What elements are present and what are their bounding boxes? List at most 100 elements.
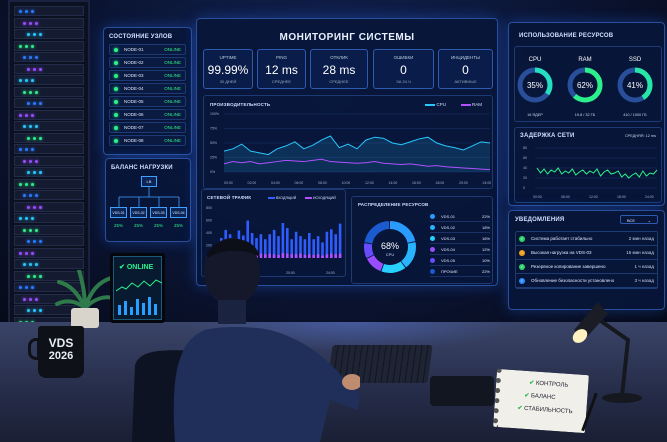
- distribution-legend-item: VDS-02 18%: [430, 222, 490, 233]
- server-unit: [14, 259, 84, 269]
- plant: [55, 270, 115, 328]
- kpi-card: PING 12 ms СРЕДНЕЕ: [257, 49, 306, 89]
- status-led: [39, 309, 42, 312]
- distribution-panel: РАСПРЕДЕЛЕНИЕ РЕСУРСОВ 68% CPU VDS-01 22% V…: [351, 196, 493, 284]
- balance-pct: 25%: [153, 223, 163, 228]
- notification-item[interactable]: i Обновление безопасности установлено 3 ч …: [516, 274, 657, 288]
- server-unit: [14, 178, 84, 189]
- nodes-title: СОСТОЯНИЕ УЗЛОВ: [109, 34, 173, 40]
- status-led: [33, 171, 36, 174]
- outgoing-bar: [338, 253, 342, 258]
- gauge-sub: 16 ЯДЕР: [527, 113, 543, 117]
- load-balance-panel: БАЛАНС НАГРУЗКИ LB VDS-01 25% VDS-02 25% VDS…: [105, 158, 191, 242]
- node-status: ONLINE: [164, 125, 181, 130]
- notifications-panel: УВЕДОМЛЕНИЯ ВСЕ ⌄ ✓ Система работает стаби…: [508, 210, 665, 310]
- status-led: [33, 33, 36, 36]
- notification-item[interactable]: ✓ Резервное копирование завершено 1 ч наза…: [516, 260, 657, 274]
- status-led: [29, 56, 32, 59]
- tablet-status: ONLINE: [126, 264, 154, 271]
- desk-lamp: [572, 302, 642, 403]
- notification-item[interactable]: ! Высокая нагрузка на VDS-03 15 мин назад: [516, 246, 657, 260]
- node-row[interactable]: NODE-04 ONLINE: [109, 83, 186, 94]
- node-name: NODE-02: [124, 60, 144, 65]
- incoming-bar: [321, 242, 324, 258]
- legend-cpu: CPU: [425, 102, 446, 107]
- balance-target[interactable]: VDS-02: [130, 207, 147, 218]
- node-row[interactable]: NODE-08 ONLINE: [109, 135, 186, 146]
- incoming-bar: [277, 236, 280, 258]
- status-led: [31, 113, 34, 117]
- lb-node[interactable]: LB: [141, 176, 157, 187]
- balance-target[interactable]: VDS-01: [110, 207, 127, 218]
- balance-pct: 25%: [133, 223, 143, 228]
- kpi-card: ОШИБКИ 0 ЗА 24 Ч: [373, 49, 434, 89]
- server-rack: [8, 0, 90, 350]
- status-led: [27, 171, 30, 174]
- incoming-bar: [308, 233, 311, 258]
- node-name: NODE-04: [124, 86, 144, 91]
- status-dot: [114, 112, 118, 117]
- status-led: [39, 171, 42, 174]
- x-tick: 16:00: [412, 181, 421, 185]
- status-led: [33, 205, 36, 209]
- main-title: МОНИТОРИНГ СИСТЕМЫ: [279, 32, 415, 43]
- server-unit: [14, 167, 84, 177]
- gauge-sub: 410 / 1000 ГБ: [623, 113, 647, 117]
- node-row[interactable]: NODE-02 ONLINE: [109, 57, 186, 68]
- gauge-fill: [617, 67, 653, 103]
- notification-item[interactable]: ✓ Система работает стабильно 2 мин назад: [516, 232, 657, 246]
- status-led: [23, 125, 26, 128]
- server-unit: [14, 121, 84, 131]
- mouse-pad: [430, 376, 494, 406]
- status-led: [19, 44, 22, 48]
- status-led: [33, 136, 36, 140]
- server-unit: [14, 144, 84, 154]
- status-led: [31, 148, 34, 151]
- status-led: [29, 297, 32, 301]
- status-led: [27, 33, 30, 36]
- node-row[interactable]: NODE-07 ONLINE: [109, 122, 186, 133]
- server-unit: [14, 29, 84, 39]
- incoming-bar: [246, 220, 249, 258]
- status-led: [33, 102, 36, 105]
- x-tick: 14:00: [389, 181, 398, 185]
- status-led: [29, 21, 32, 25]
- x-tick: 02:00: [248, 181, 257, 185]
- status-led: [19, 251, 22, 255]
- gauge-label: RAM: [578, 57, 591, 63]
- outgoing-bar: [316, 254, 320, 258]
- gauge-value: 35%: [527, 81, 543, 90]
- incoming-bar: [286, 228, 289, 258]
- y-tick: 600: [206, 219, 212, 223]
- node-row[interactable]: NODE-01 ONLINE: [109, 44, 186, 55]
- balance-target[interactable]: VDS-04: [170, 207, 187, 218]
- x-tick: 12:00: [365, 181, 374, 185]
- person-at-desk: [132, 238, 360, 442]
- outgoing-bar: [334, 254, 337, 258]
- balance-pct: 25%: [113, 223, 123, 228]
- warning-icon: !: [519, 249, 525, 256]
- node-row[interactable]: NODE-03 ONLINE: [109, 70, 186, 81]
- status-led: [31, 286, 34, 289]
- distribution-title: РАСПРЕДЕЛЕНИЕ РЕСУРСОВ: [358, 202, 429, 207]
- status-led: [31, 44, 34, 48]
- gauge-label: CPU: [529, 57, 542, 63]
- status-led: [27, 136, 30, 140]
- latency-chart: ЗАДЕРЖКА СЕТИ СРЕДНЯЯ: 12 ms 80 60 40 20 0 00…: [514, 127, 662, 203]
- y-tick: 75%: [210, 127, 217, 131]
- node-row[interactable]: NODE-06 ONLINE: [109, 109, 186, 120]
- x-tick: 20:00: [286, 271, 295, 275]
- resources-title: ИСПОЛЬЗОВАНИЕ РЕСУРСОВ: [519, 33, 614, 39]
- notifications-filter[interactable]: ВСЕ ⌄: [620, 215, 658, 224]
- status-dot: [114, 125, 118, 130]
- x-tick: 24:00: [483, 181, 492, 185]
- outgoing-bar: [330, 253, 333, 258]
- status-led: [23, 228, 26, 232]
- distribution-slice: [364, 221, 390, 244]
- status-led: [23, 90, 26, 94]
- balance-target[interactable]: VDS-03: [150, 207, 167, 218]
- node-row[interactable]: NODE-05 ONLINE: [109, 96, 186, 107]
- node-name: NODE-07: [124, 125, 144, 130]
- tablet[interactable]: ✔ ONLINE: [110, 253, 165, 323]
- status-led: [23, 159, 26, 163]
